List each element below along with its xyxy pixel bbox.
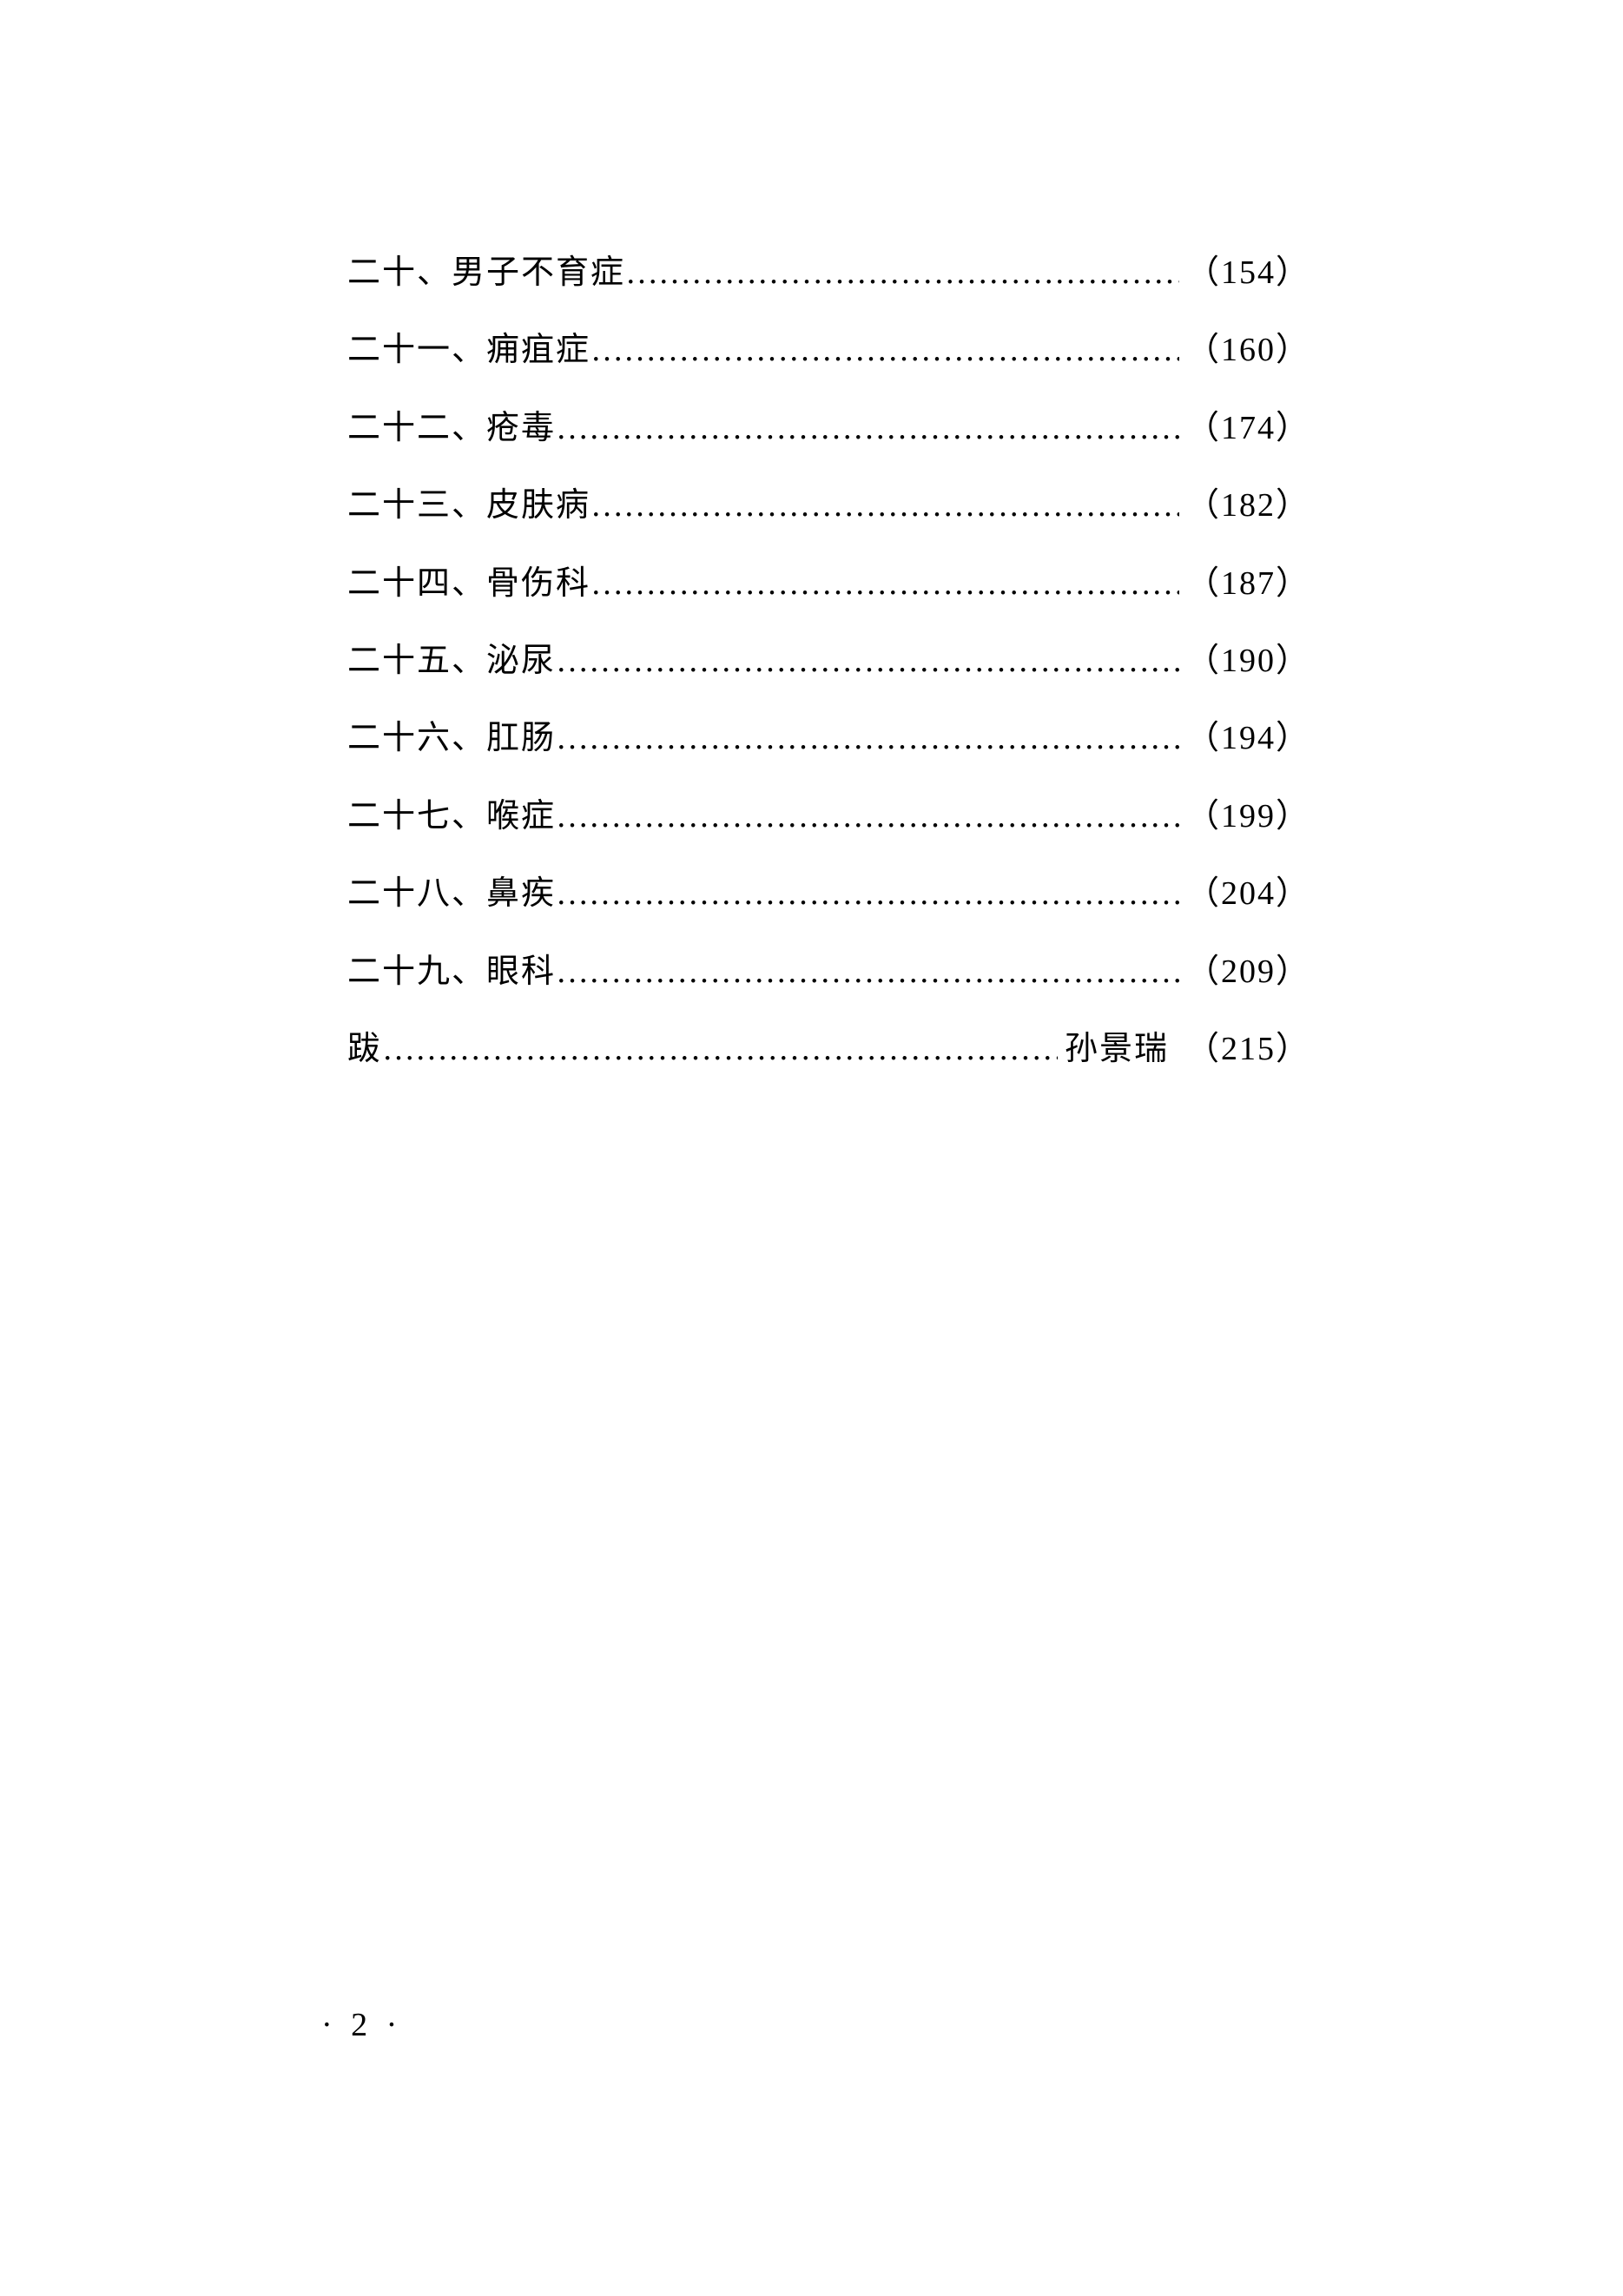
toc-label: 二十三、皮肤病: [347, 485, 590, 527]
toc-dots: ……………………………………………………………………………………: [590, 329, 1179, 372]
toc-page: （182）: [1186, 485, 1310, 527]
toc-page: （215）: [1186, 1028, 1310, 1071]
toc-entry: 二十五、泌尿 …………………………………………………………………………………… …: [347, 640, 1310, 683]
toc-page: （199）: [1186, 795, 1310, 838]
toc-entry: 二十六、肛肠 …………………………………………………………………………………… …: [347, 717, 1310, 760]
toc-entry: 跋 …………………………………………………………………………………… 孙景瑞 （…: [347, 1028, 1310, 1071]
toc-entry: 二十八、鼻疾 …………………………………………………………………………………… …: [347, 873, 1310, 915]
toc-page: （190）: [1186, 640, 1310, 683]
toc-label: 二十七、喉症: [347, 795, 556, 838]
toc-label: 跋: [347, 1028, 382, 1071]
toc-label: 二十、男子不育症: [347, 252, 625, 294]
toc-list: 二十、男子不育症 ……………………………………………………………………………………: [347, 252, 1310, 1071]
toc-dots: ……………………………………………………………………………………: [556, 717, 1179, 760]
toc-label: 二十九、眼科: [347, 951, 556, 993]
toc-entry: 二十四、骨伤科 ………………………………………………………………………………………: [347, 563, 1310, 605]
toc-dots: ……………………………………………………………………………………: [382, 1028, 1058, 1071]
toc-page: （194）: [1186, 717, 1310, 760]
toc-entry: 二十七、喉症 …………………………………………………………………………………… …: [347, 795, 1310, 838]
toc-entry: 二十二、疮毒 …………………………………………………………………………………… …: [347, 407, 1310, 450]
toc-label: 二十六、肛肠: [347, 717, 556, 760]
toc-entry: 二十一、痈疽症 ………………………………………………………………………………………: [347, 329, 1310, 372]
toc-page: （204）: [1186, 873, 1310, 915]
toc-page: （187）: [1186, 563, 1310, 605]
toc-dots: ……………………………………………………………………………………: [625, 252, 1179, 294]
toc-entry: 二十、男子不育症 ……………………………………………………………………………………: [347, 252, 1310, 294]
toc-label: 二十一、痈疽症: [347, 329, 590, 372]
toc-dots: ……………………………………………………………………………………: [556, 873, 1179, 915]
toc-label: 二十四、骨伤科: [347, 563, 590, 605]
toc-label: 二十五、泌尿: [347, 640, 556, 683]
toc-label: 二十八、鼻疾: [347, 873, 556, 915]
toc-entry: 二十三、皮肤病 ………………………………………………………………………………………: [347, 485, 1310, 527]
toc-page: （160）: [1186, 329, 1310, 372]
toc-dots: ……………………………………………………………………………………: [556, 640, 1179, 683]
toc-label: 二十二、疮毒: [347, 407, 556, 450]
toc-dots: ……………………………………………………………………………………: [556, 951, 1179, 993]
toc-page: （209）: [1186, 951, 1310, 993]
toc-dots: ……………………………………………………………………………………: [556, 407, 1179, 450]
page-content: 二十、男子不育症 ……………………………………………………………………………………: [0, 0, 1623, 1071]
toc-dots: ……………………………………………………………………………………: [556, 795, 1179, 838]
toc-author: 孙景瑞: [1065, 1028, 1169, 1071]
toc-entry: 二十九、眼科 …………………………………………………………………………………… …: [347, 951, 1310, 993]
page-number: · 2 ·: [321, 2006, 402, 2044]
toc-page: （174）: [1186, 407, 1310, 450]
toc-dots: ……………………………………………………………………………………: [590, 563, 1179, 605]
toc-page: （154）: [1186, 252, 1310, 294]
toc-dots: ……………………………………………………………………………………: [590, 485, 1179, 527]
